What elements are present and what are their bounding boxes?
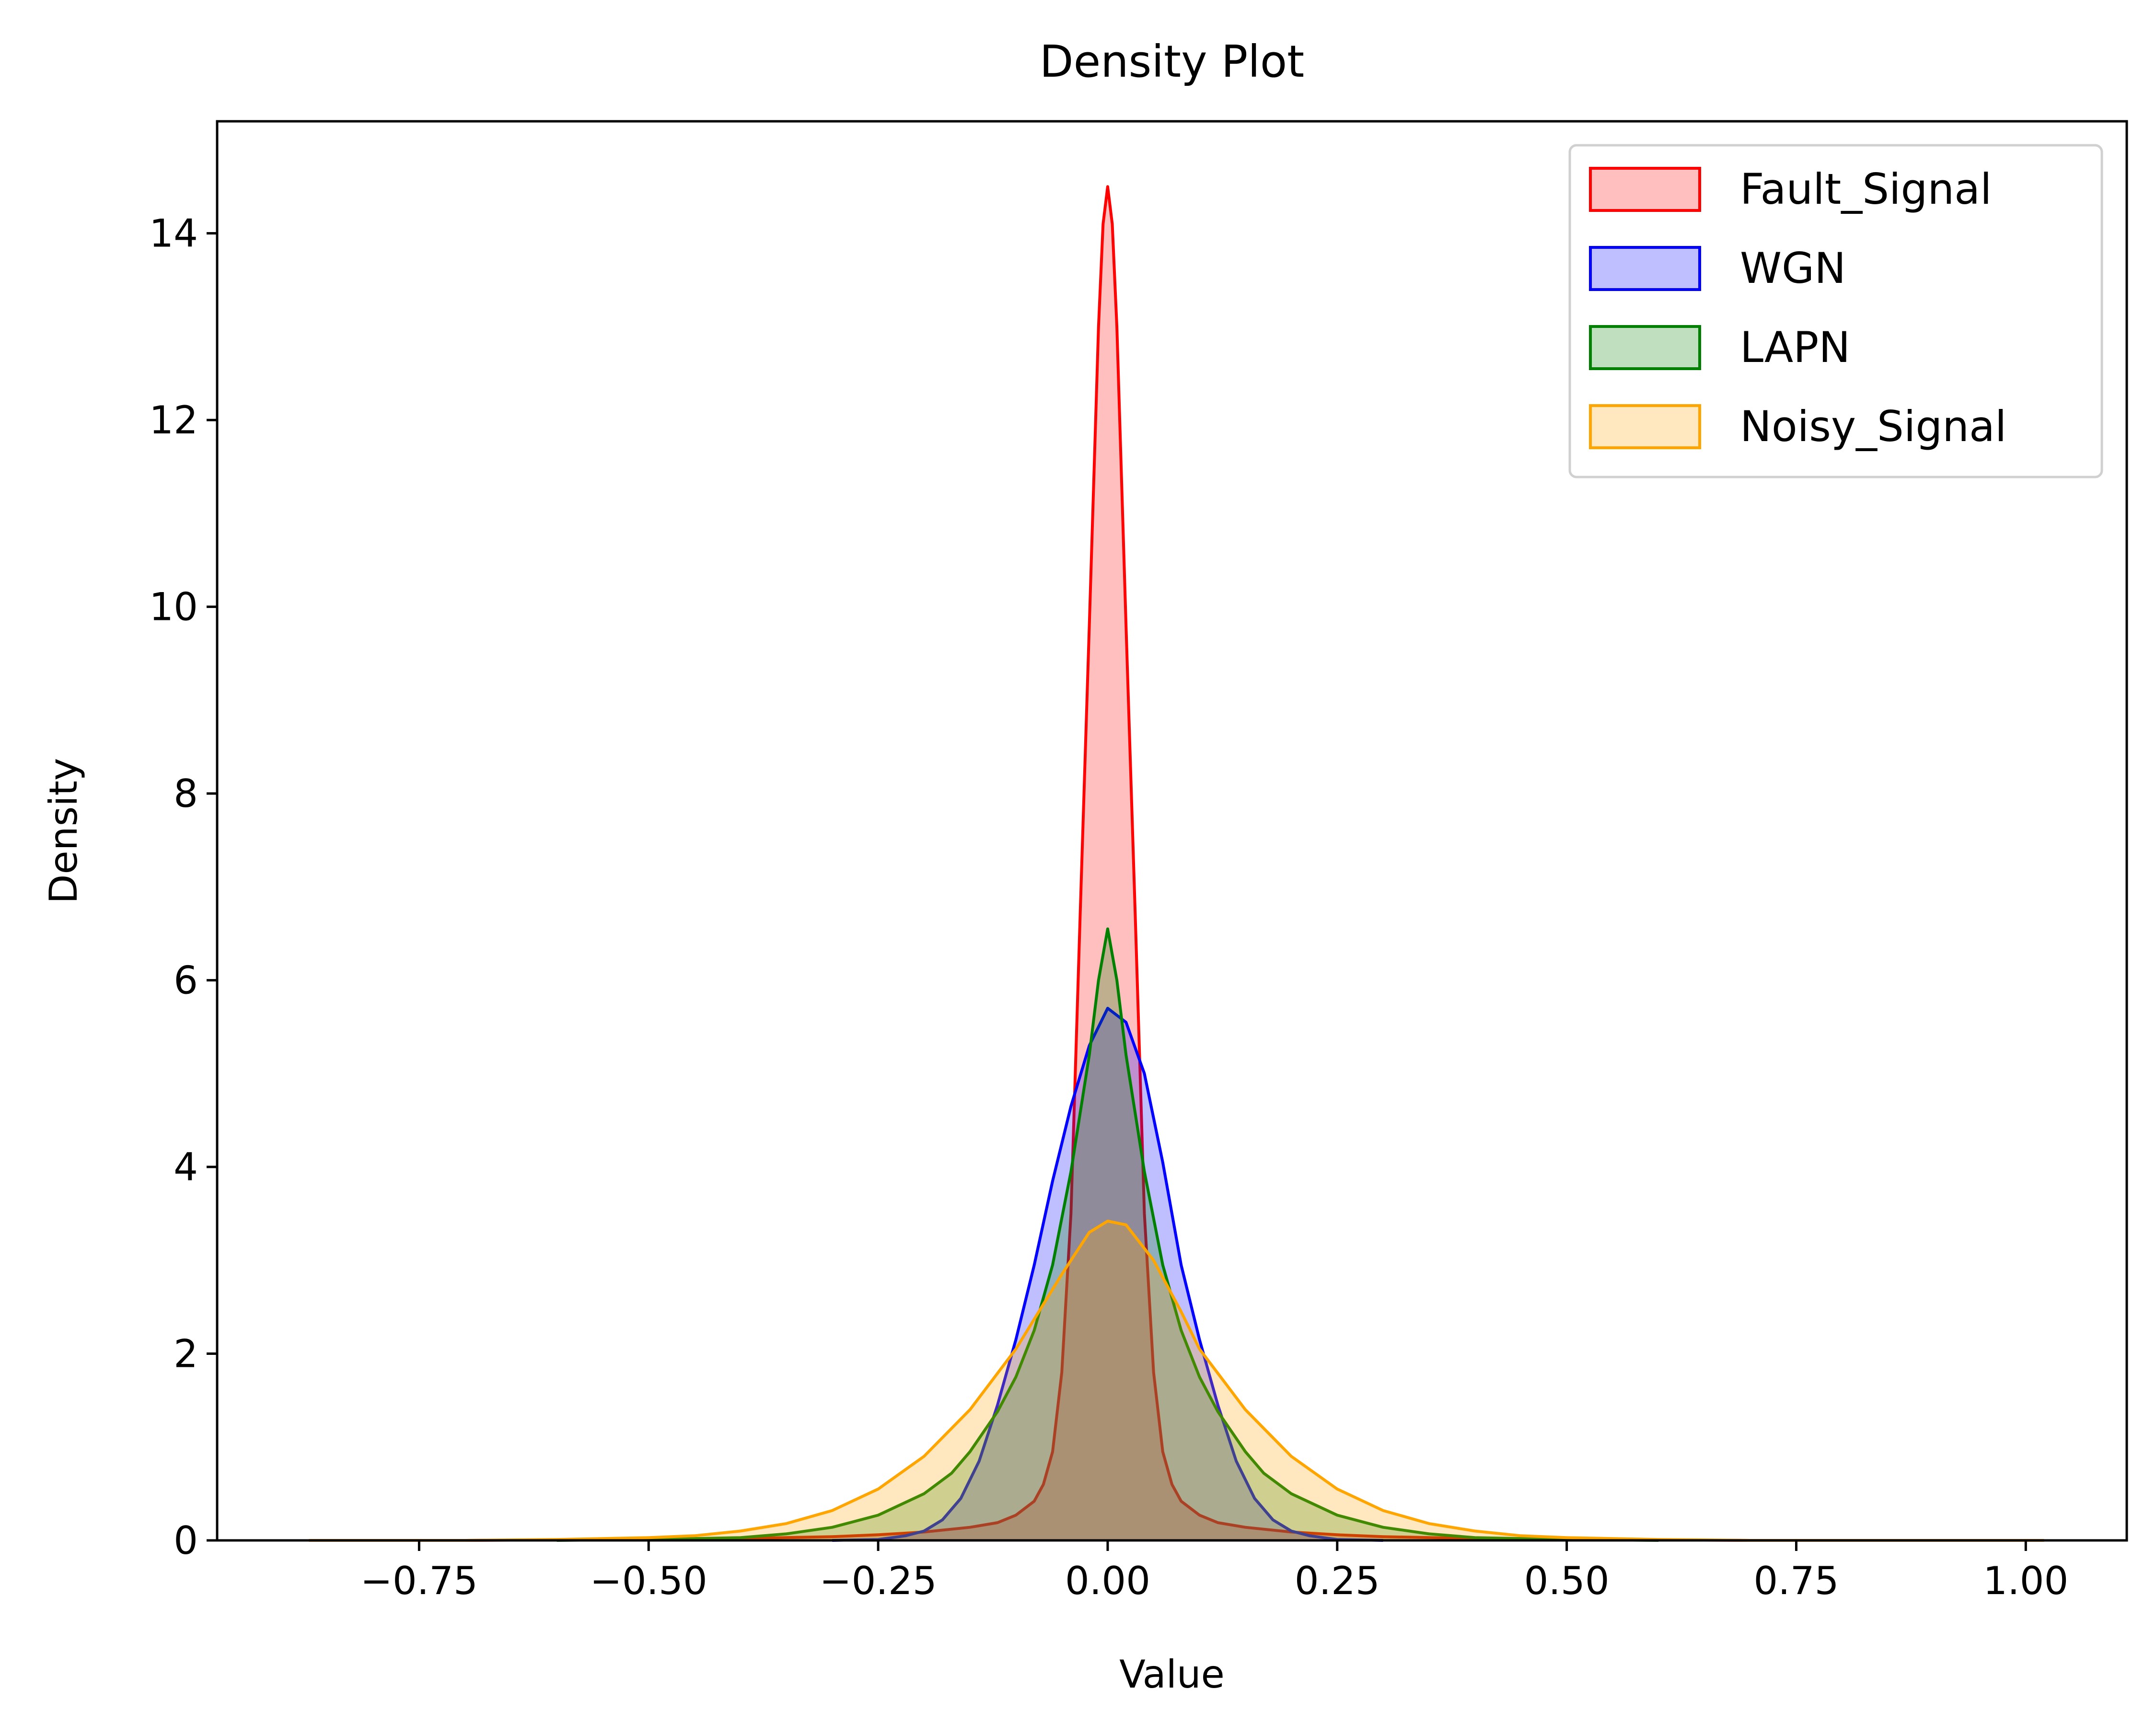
legend-label-lapn: LAPN [1740, 323, 1850, 372]
legend-swatch-wgn [1589, 246, 1701, 291]
legend-label-wgn: WGN [1740, 244, 1846, 293]
y-tick-label: 6 [174, 958, 198, 1003]
x-tick-label: −0.50 [590, 1559, 707, 1603]
y-tick-label: 12 [149, 398, 198, 443]
y-tick-label: 10 [149, 585, 198, 629]
x-axis-ticks: −0.75 −0.50 −0.25 0.00 0.25 0.50 0.75 1.00 [360, 1540, 2068, 1603]
x-tick-label: 0.25 [1295, 1559, 1380, 1603]
series-line-fault-signal [465, 185, 1750, 1542]
y-tick-label: 2 [174, 1332, 198, 1376]
legend-swatch-fault-signal [1589, 167, 1701, 212]
x-axis-label: Value [1119, 1652, 1225, 1697]
series-area-lapn [556, 929, 1659, 1540]
series-layer [309, 185, 2044, 1542]
y-tick-label: 14 [149, 211, 198, 256]
plot-frame [216, 120, 2128, 1542]
y-axis-ticks: 0 2 4 6 8 10 12 14 [149, 211, 217, 1563]
x-tick-label: −0.25 [819, 1559, 937, 1603]
legend-swatch-noisy-signal [1589, 404, 1701, 449]
y-tick-label: 0 [174, 1518, 198, 1563]
legend-label-fault-signal: Fault_Signal [1740, 164, 1992, 214]
y-tick-label: 4 [174, 1145, 198, 1189]
legend-swatch-lapn [1589, 325, 1701, 370]
chart-title: Density Plot [1040, 36, 1304, 87]
x-tick-label: −0.75 [360, 1559, 478, 1603]
series-line-lapn [556, 927, 1659, 1542]
legend-box [1568, 144, 2103, 478]
series-line-noisy-signal [309, 1220, 2044, 1542]
series-line-wgn [832, 1007, 1383, 1542]
x-tick-label: 0.00 [1065, 1559, 1150, 1603]
x-tick-label: 1.00 [1983, 1559, 2068, 1603]
y-axis-label: Density [41, 758, 86, 904]
series-area-noisy-signal [309, 1221, 2044, 1540]
legend-items: Fault_Signal WGN LAPN Noisy_Signal [1589, 164, 2006, 451]
y-tick-label: 8 [174, 771, 198, 816]
legend: Fault_Signal WGN LAPN Noisy_Signal [1568, 144, 2103, 478]
x-tick-label: 0.75 [1753, 1559, 1839, 1603]
x-tick-label: 0.50 [1524, 1559, 1610, 1603]
series-area-fault-signal [465, 186, 1750, 1540]
series-area-wgn [832, 1008, 1383, 1540]
legend-label-noisy-signal: Noisy_Signal [1740, 402, 2006, 451]
